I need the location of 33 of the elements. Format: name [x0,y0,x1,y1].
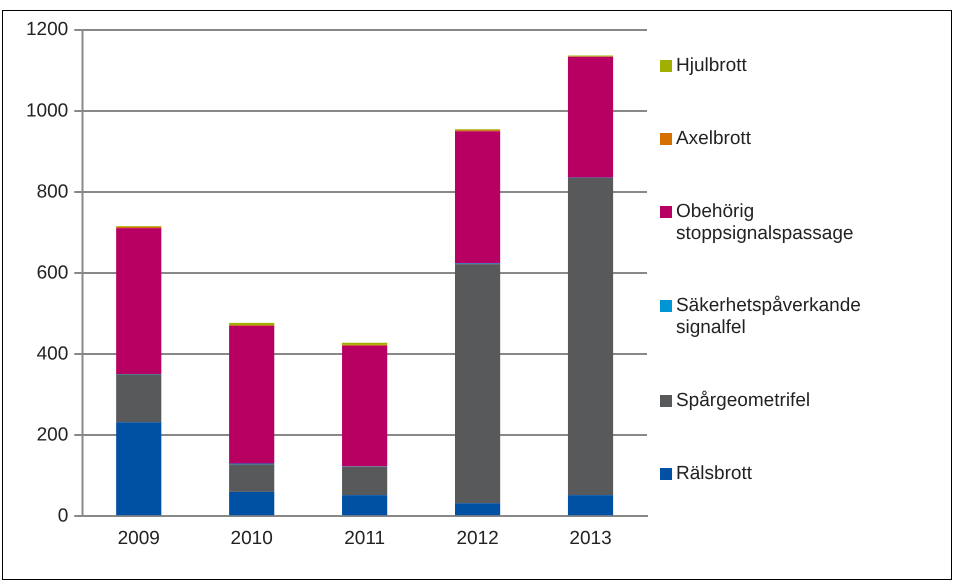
bar [454,131,500,264]
y-tick-label: 400 [36,343,68,364]
bar [342,346,388,466]
legend-label: Obehörig stoppsignalspassage [676,200,854,245]
bar [116,374,162,422]
bar [229,326,274,464]
bar [568,178,614,496]
bar [342,495,388,516]
bar [568,56,614,178]
y-tick-label: 0 [58,505,68,526]
y-tick-label: 1000 [26,100,68,122]
y-tick-label: 800 [36,181,68,202]
x-tick-label: 2010 [230,528,273,549]
x-tick-label: 2011 [344,528,386,549]
bar [116,422,162,516]
x-tick-label: 2012 [456,528,499,549]
bar [229,464,274,492]
bar [342,466,388,496]
legend-label: Rälsbrott [676,462,752,485]
bar [229,492,274,516]
bar [568,495,614,516]
x-tick-label: 2009 [118,528,160,549]
legend-label: Hjulbrott [676,55,747,78]
bar [454,264,500,504]
y-tick-label: 600 [36,262,68,284]
y-tick-label: 1200 [26,19,68,40]
legend-label: Axelbrott [676,128,751,150]
bar [116,228,162,374]
legend-label: Säkerhetspåverkande signalfel [676,295,862,340]
bar [454,503,500,516]
x-tick-label: 2013 [569,528,612,549]
legend-label: Spårgeometrifel [676,390,810,412]
y-tick-label: 200 [36,424,68,446]
